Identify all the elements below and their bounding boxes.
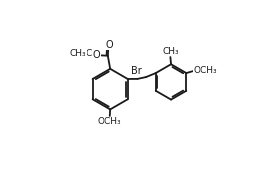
Text: OCH₃: OCH₃ [194, 66, 217, 75]
Text: O: O [105, 40, 113, 50]
Text: CH₃: CH₃ [70, 49, 87, 58]
Text: OCH₃: OCH₃ [98, 117, 122, 126]
Text: Br: Br [131, 66, 142, 76]
Text: OC: OC [79, 49, 93, 58]
Text: CH₃: CH₃ [162, 47, 179, 56]
Text: O: O [92, 50, 100, 60]
